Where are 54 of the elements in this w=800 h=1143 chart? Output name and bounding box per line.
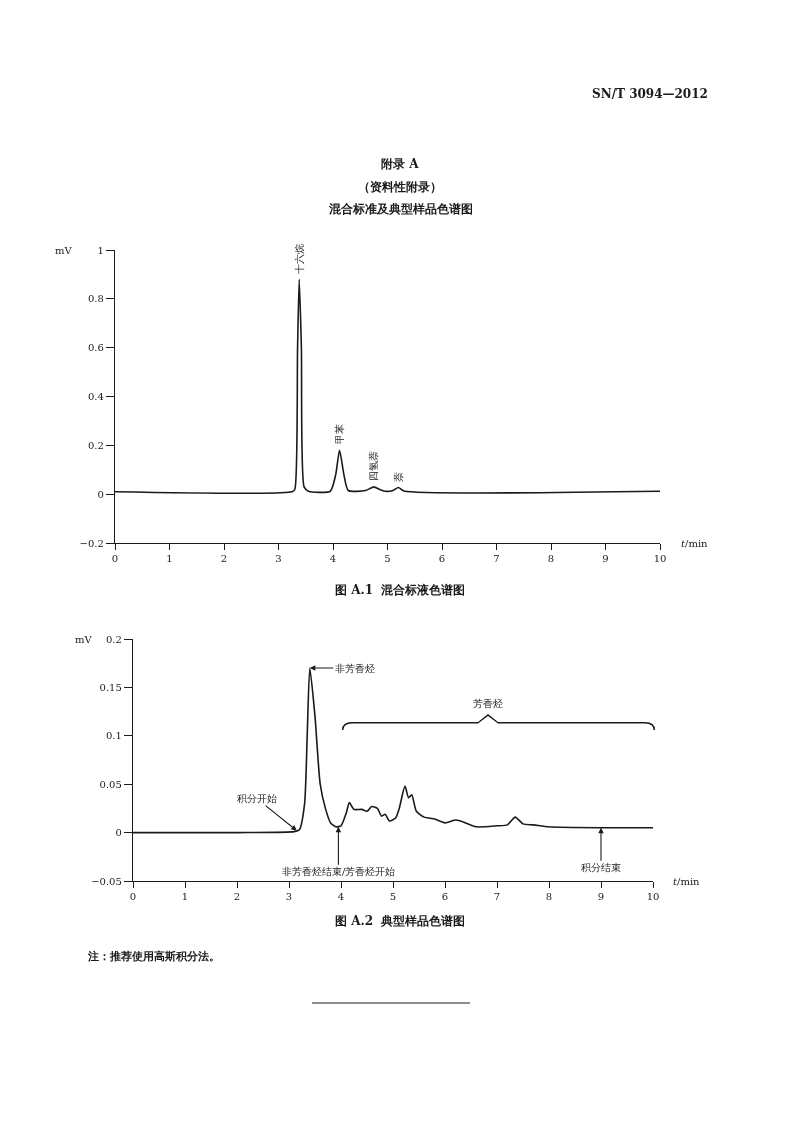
annotation: 积分结束 (581, 862, 621, 873)
y-axis-title: mV (55, 245, 73, 256)
y-tick-label: 1 (97, 244, 104, 256)
annotation: 十六烷 (293, 243, 305, 274)
y-tick-label: 0.2 (87, 439, 104, 451)
x-tick-label: 4 (337, 891, 345, 903)
y-tick-label: 0.4 (87, 391, 104, 402)
text: 附录 A (381, 157, 420, 171)
y-tick-label: 0.8 (87, 293, 104, 305)
x-tick-label: 1 (166, 553, 173, 565)
x-tick-label: 6 (441, 891, 449, 903)
x-axis-title: t/min (673, 876, 701, 887)
x-tick-label: 2 (220, 553, 228, 565)
x-tick-label: 3 (275, 553, 282, 565)
y-tick-label: −0.05 (91, 875, 122, 887)
x-tick-label: 8 (547, 553, 555, 565)
x-tick-label: 5 (389, 891, 397, 903)
x-tick-label: 7 (493, 891, 501, 903)
annotation: 萘 (392, 471, 404, 482)
y-tick-label: −0.2 (79, 537, 104, 549)
x-tick-label: 4 (329, 553, 337, 565)
y-tick-label: 0 (97, 488, 104, 500)
x-axis-title: t/min (681, 538, 709, 549)
x-tick-label: 8 (545, 891, 553, 903)
x-tick-label: 1 (181, 891, 189, 903)
annotation: 积分开始 (237, 793, 277, 804)
x-tick-label: 3 (285, 891, 293, 903)
y-tick-label: 0.6 (87, 342, 104, 354)
chart-title: 混合标准及典型样品色谱图 (328, 202, 473, 216)
x-tick-label: 10 (646, 891, 660, 903)
y-tick-label: 0 (115, 827, 122, 839)
annotation: 四氢萘 (368, 450, 380, 481)
annotation: 非芳香烃结束/芳香烃开始 (282, 866, 396, 877)
x-tick-label: 9 (602, 553, 609, 565)
x-tick-label: 10 (653, 553, 667, 565)
y-axis-title: mV (75, 634, 93, 645)
x-tick-label: 2 (233, 891, 241, 903)
x-tick-label: 7 (493, 553, 500, 565)
y-tick-label: 0.15 (99, 681, 122, 693)
text: 图 A.2 典型样品色谱图 (335, 914, 466, 928)
annotation: 甲苯 (334, 423, 346, 444)
x-tick-label: 9 (597, 891, 605, 903)
x-tick-label: 0 (129, 891, 137, 903)
text: 图 A.1 混合标液色谱图 (335, 583, 466, 597)
x-tick-label: 6 (438, 553, 446, 565)
text: 注：推荐使用高斯积分法。 (87, 950, 220, 963)
text: SN/T 3094—2012 (592, 87, 708, 101)
annotation: 非芳香烃 (335, 663, 375, 674)
annotation: 芳香烃 (473, 698, 503, 709)
y-tick-label: 0.1 (105, 730, 122, 742)
y-tick-label: 0.05 (99, 778, 122, 790)
x-tick-label: 5 (384, 553, 391, 565)
y-tick-label: 0.2 (105, 633, 122, 645)
text: （资料性附录） (358, 180, 442, 194)
